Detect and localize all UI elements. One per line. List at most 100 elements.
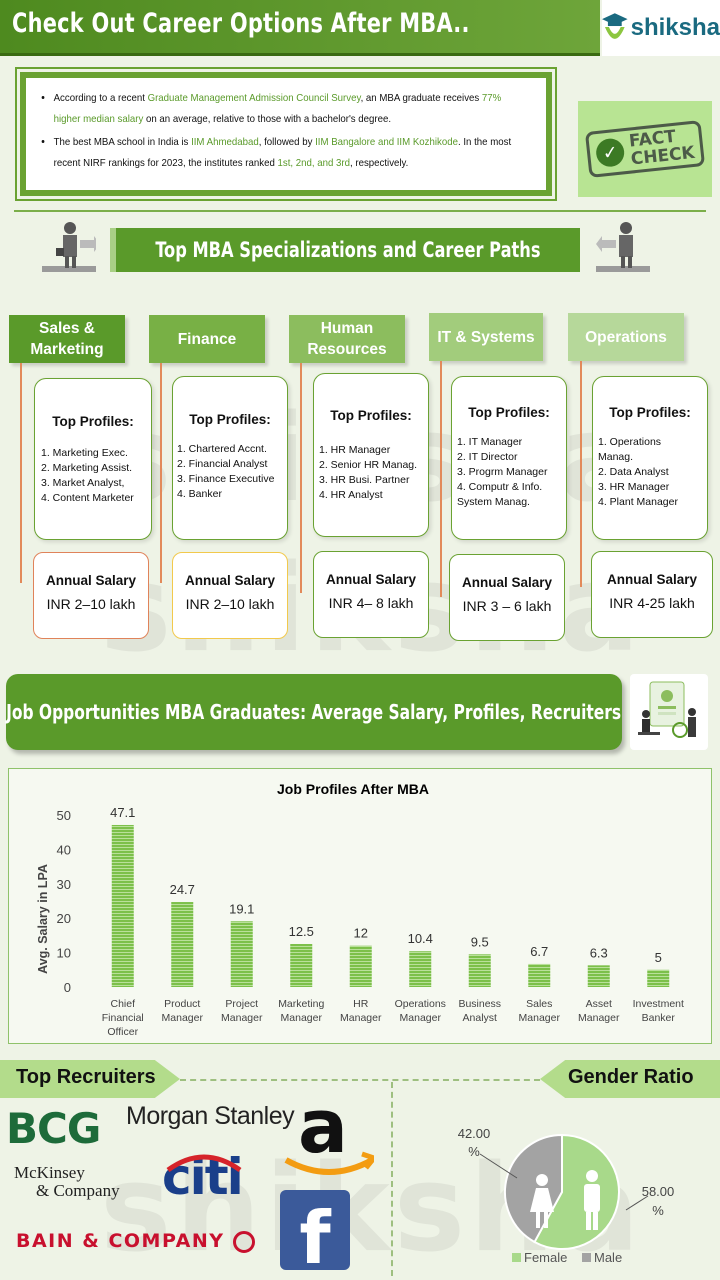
divider xyxy=(180,1079,540,1081)
bar xyxy=(528,963,551,987)
businessman-icon xyxy=(596,220,650,285)
spec-finance-header: Finance xyxy=(149,315,265,363)
gender-title: Gender Ratio xyxy=(568,1066,694,1088)
x-tick-label: Business xyxy=(458,998,501,1010)
page-title: Check Out Career Options After MBA.. xyxy=(12,8,470,39)
x-tick-label: Officer xyxy=(107,1026,138,1038)
female-figure-icon xyxy=(530,1174,554,1228)
bar-value-label: 9.5 xyxy=(471,934,489,949)
bar-value-label: 24.7 xyxy=(170,882,195,897)
bcg-logo: BCG xyxy=(6,1104,101,1153)
y-tick-label: 20 xyxy=(57,911,71,926)
bar xyxy=(468,954,491,987)
x-tick-label: Sales xyxy=(526,998,552,1010)
fact-check-badge: ✓ FACT CHECK xyxy=(578,101,712,197)
bar-value-label: 10.4 xyxy=(408,931,433,946)
businessman-icon xyxy=(42,220,100,285)
spec-sales-marketing-header: Sales & Marketing xyxy=(9,315,125,363)
salary-card: Annual Salary INR 4-25 lakh xyxy=(591,551,713,638)
job-profiles-chart: Job Profiles After MBA Avg. Salary in LP… xyxy=(8,768,712,1044)
morgan-stanley-logo: Morgan Stanley xyxy=(126,1102,295,1130)
facts-box: According to a recent Graduate Managemen… xyxy=(15,67,557,201)
x-tick-label: Manager xyxy=(221,1012,263,1024)
y-tick-label: 30 xyxy=(57,877,71,892)
spec-human-resources-header: Human Resources xyxy=(289,315,405,363)
y-tick-label: 0 xyxy=(64,980,71,995)
connector-line xyxy=(300,363,310,593)
legend-swatch-male xyxy=(582,1253,591,1262)
brand-name: shiksha xyxy=(630,14,720,41)
y-axis-label: Avg. Salary in LPA xyxy=(36,864,50,974)
y-tick-label: 40 xyxy=(57,842,71,857)
bain-logo: BAIN & COMPANY xyxy=(16,1230,255,1253)
bar-value-label: 12.5 xyxy=(289,924,314,939)
bar xyxy=(587,965,610,987)
male-pct-label: 58.00 xyxy=(642,1184,675,1199)
spec-it-systems-header: IT & Systems xyxy=(429,313,543,361)
legend-female: Female xyxy=(524,1250,567,1265)
gender-pie-chart: 42.00 % 58.00 % Female Male xyxy=(458,1126,675,1265)
header-bar xyxy=(0,0,600,56)
bar-chart-svg: Job Profiles After MBA Avg. Salary in LP… xyxy=(36,781,684,1038)
check-icon: ✓ xyxy=(594,137,626,169)
profiles-card: Top Profiles: 1. HR Manager 2. Senior HR … xyxy=(313,373,429,537)
male-figure-icon xyxy=(584,1170,600,1230)
bar-value-label: 6.7 xyxy=(530,944,548,959)
chart-title: Job Profiles After MBA xyxy=(277,781,429,797)
x-tick-label: Manager xyxy=(340,1012,382,1024)
divider xyxy=(14,210,706,212)
jobs-banner: Job Opportunities MBA Graduates: Average… xyxy=(6,674,622,750)
fact-item: According to a recent Graduate Managemen… xyxy=(54,88,529,130)
connector-line xyxy=(440,361,450,597)
profiles-card: Top Profiles: 1. Marketing Exec. 2. Marke… xyxy=(34,378,152,540)
x-tick-label: Manager xyxy=(162,1012,204,1024)
bar xyxy=(409,951,432,987)
x-tick-label: Product xyxy=(164,998,200,1010)
legend-male: Male xyxy=(594,1250,622,1265)
x-tick-label: Chief xyxy=(110,998,135,1010)
salary-card: Annual Salary INR 4– 8 lakh xyxy=(313,551,429,638)
x-tick-label: Manager xyxy=(519,1012,561,1024)
salary-card: Annual Salary INR 3 – 6 lakh xyxy=(449,554,565,641)
profiles-card: Top Profiles: 1. Operations Manag. 2. Dat… xyxy=(592,376,708,540)
graduation-cap-icon xyxy=(602,13,628,39)
bar xyxy=(230,921,253,987)
gender-tab xyxy=(540,1060,720,1098)
x-tick-label: Manager xyxy=(578,1012,620,1024)
profiles-card: Top Profiles: 1. IT Manager 2. IT Directo… xyxy=(451,376,567,540)
recruiters-tab xyxy=(0,1060,180,1098)
bar-value-label: 6.3 xyxy=(590,945,608,960)
bar xyxy=(290,944,313,987)
divider xyxy=(391,1082,393,1276)
bar-value-label: 19.1 xyxy=(229,901,254,916)
shiksha-logo[interactable]: shiksha xyxy=(602,0,720,56)
salary-card: Annual Salary INR 2–10 lakh xyxy=(172,552,288,639)
male-pct-unit: % xyxy=(652,1203,664,1218)
male-leader-line xyxy=(625,1195,649,1211)
y-tick-label: 10 xyxy=(57,946,71,961)
amazon-logo: a xyxy=(284,1084,374,1180)
facebook-logo: f xyxy=(280,1190,350,1270)
connector-line xyxy=(20,363,30,583)
job-search-illustration-icon xyxy=(630,674,708,750)
y-tick-label: 50 xyxy=(57,808,71,823)
x-tick-label: Financial xyxy=(102,1012,144,1024)
x-tick-label: Manager xyxy=(281,1012,323,1024)
x-tick-label: Asset xyxy=(586,998,612,1010)
x-tick-label: Project xyxy=(225,998,258,1010)
x-tick-label: Marketing xyxy=(278,998,324,1010)
x-tick-label: HR xyxy=(353,998,369,1010)
bar-value-label: 12 xyxy=(354,926,368,941)
recruiters-title: Top Recruiters xyxy=(16,1066,156,1088)
legend-swatch-female xyxy=(512,1253,521,1262)
x-tick-label: Banker xyxy=(642,1012,676,1024)
citi-logo: citi xyxy=(162,1148,244,1206)
mckinsey-logo: McKinsey & Company xyxy=(14,1163,120,1200)
profiles-card: Top Profiles: 1. Chartered Accnt. 2. Fina… xyxy=(172,376,288,540)
bain-emblem-icon xyxy=(232,1230,255,1253)
x-tick-label: Operations xyxy=(395,998,446,1010)
specializations-banner: Top MBA Specializations and Career Paths xyxy=(116,228,580,272)
x-tick-label: Analyst xyxy=(463,1012,498,1024)
connector-line xyxy=(160,363,170,583)
female-pct-label: 42.00 xyxy=(458,1126,491,1141)
